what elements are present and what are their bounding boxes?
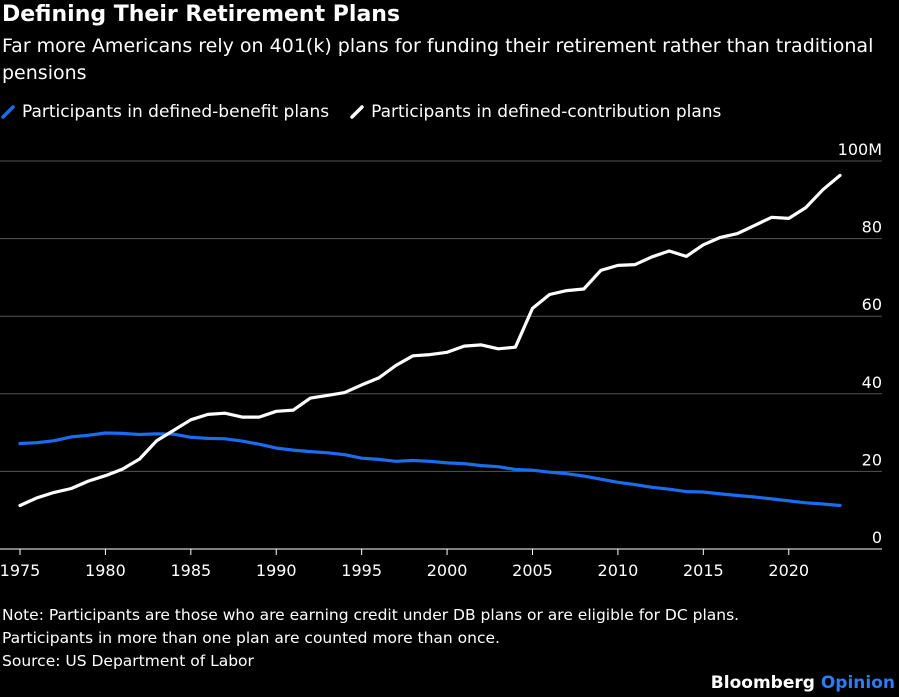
legend-swatch-db <box>1 105 15 119</box>
x-tick-label-2005: 2005 <box>512 561 553 580</box>
brand-logo: Bloomberg Opinion <box>711 673 895 693</box>
x-tick-label-2000: 2000 <box>427 561 468 580</box>
x-tick-label-2020: 2020 <box>768 561 809 580</box>
y-tick-label-40: 40 <box>862 373 882 392</box>
note-line-2: Participants in more than one plan are c… <box>2 629 500 647</box>
series-lines <box>18 173 842 508</box>
x-tick-label-1980: 1980 <box>85 561 126 580</box>
grid-lines <box>0 160 882 472</box>
legend: Participants in defined-benefit plans Pa… <box>0 100 741 124</box>
x-tick-label-1985: 1985 <box>170 561 211 580</box>
x-axis: 1975 1980 1985 1990 1995 2000 2005 2010 2015 2020 <box>0 548 882 580</box>
chart-notes: Note: Participants are those who are ear… <box>2 604 739 673</box>
line-chart: 1975 1980 1985 1990 1995 2000 2005 2010 2015 2020… <box>0 140 882 580</box>
x-tick-label-2015: 2015 <box>683 561 724 580</box>
legend-label-dc: Participants in defined-contribution pla… <box>371 102 722 122</box>
chart-title: Defining Their Retirement Plans <box>2 2 401 27</box>
brand-name: Bloomberg <box>710 673 815 693</box>
legend-swatch-dc <box>350 105 364 119</box>
y-tick-label-20: 20 <box>862 450 882 469</box>
y-tick-label-60: 60 <box>862 295 882 314</box>
y-tick-label-80: 80 <box>862 218 882 237</box>
y-axis-labels: 0 20 40 60 80 100M <box>838 140 882 547</box>
y-tick-label-0: 0 <box>872 528 882 547</box>
note-line-1: Note: Participants are those who are ear… <box>2 606 740 624</box>
legend-item-dc: Participants in defined-contribution pla… <box>349 102 721 122</box>
legend-label-db: Participants in defined-benefit plans <box>22 102 330 122</box>
legend-item-db: Participants in defined-benefit plans <box>0 102 329 122</box>
brand-section: Opinion <box>820 673 895 693</box>
dc-series-line <box>18 173 842 508</box>
x-tick-label-1995: 1995 <box>341 561 382 580</box>
y-tick-label-100: 100M <box>838 140 882 159</box>
x-tick-label-1990: 1990 <box>256 561 297 580</box>
x-tick-label-2010: 2010 <box>598 561 639 580</box>
chart-subtitle: Far more Americans rely on 401(k) plans … <box>2 35 874 84</box>
source-line: Source: US Department of Labor <box>2 652 254 670</box>
x-tick-label-1975: 1975 <box>0 561 40 580</box>
db-series-line <box>18 431 842 508</box>
